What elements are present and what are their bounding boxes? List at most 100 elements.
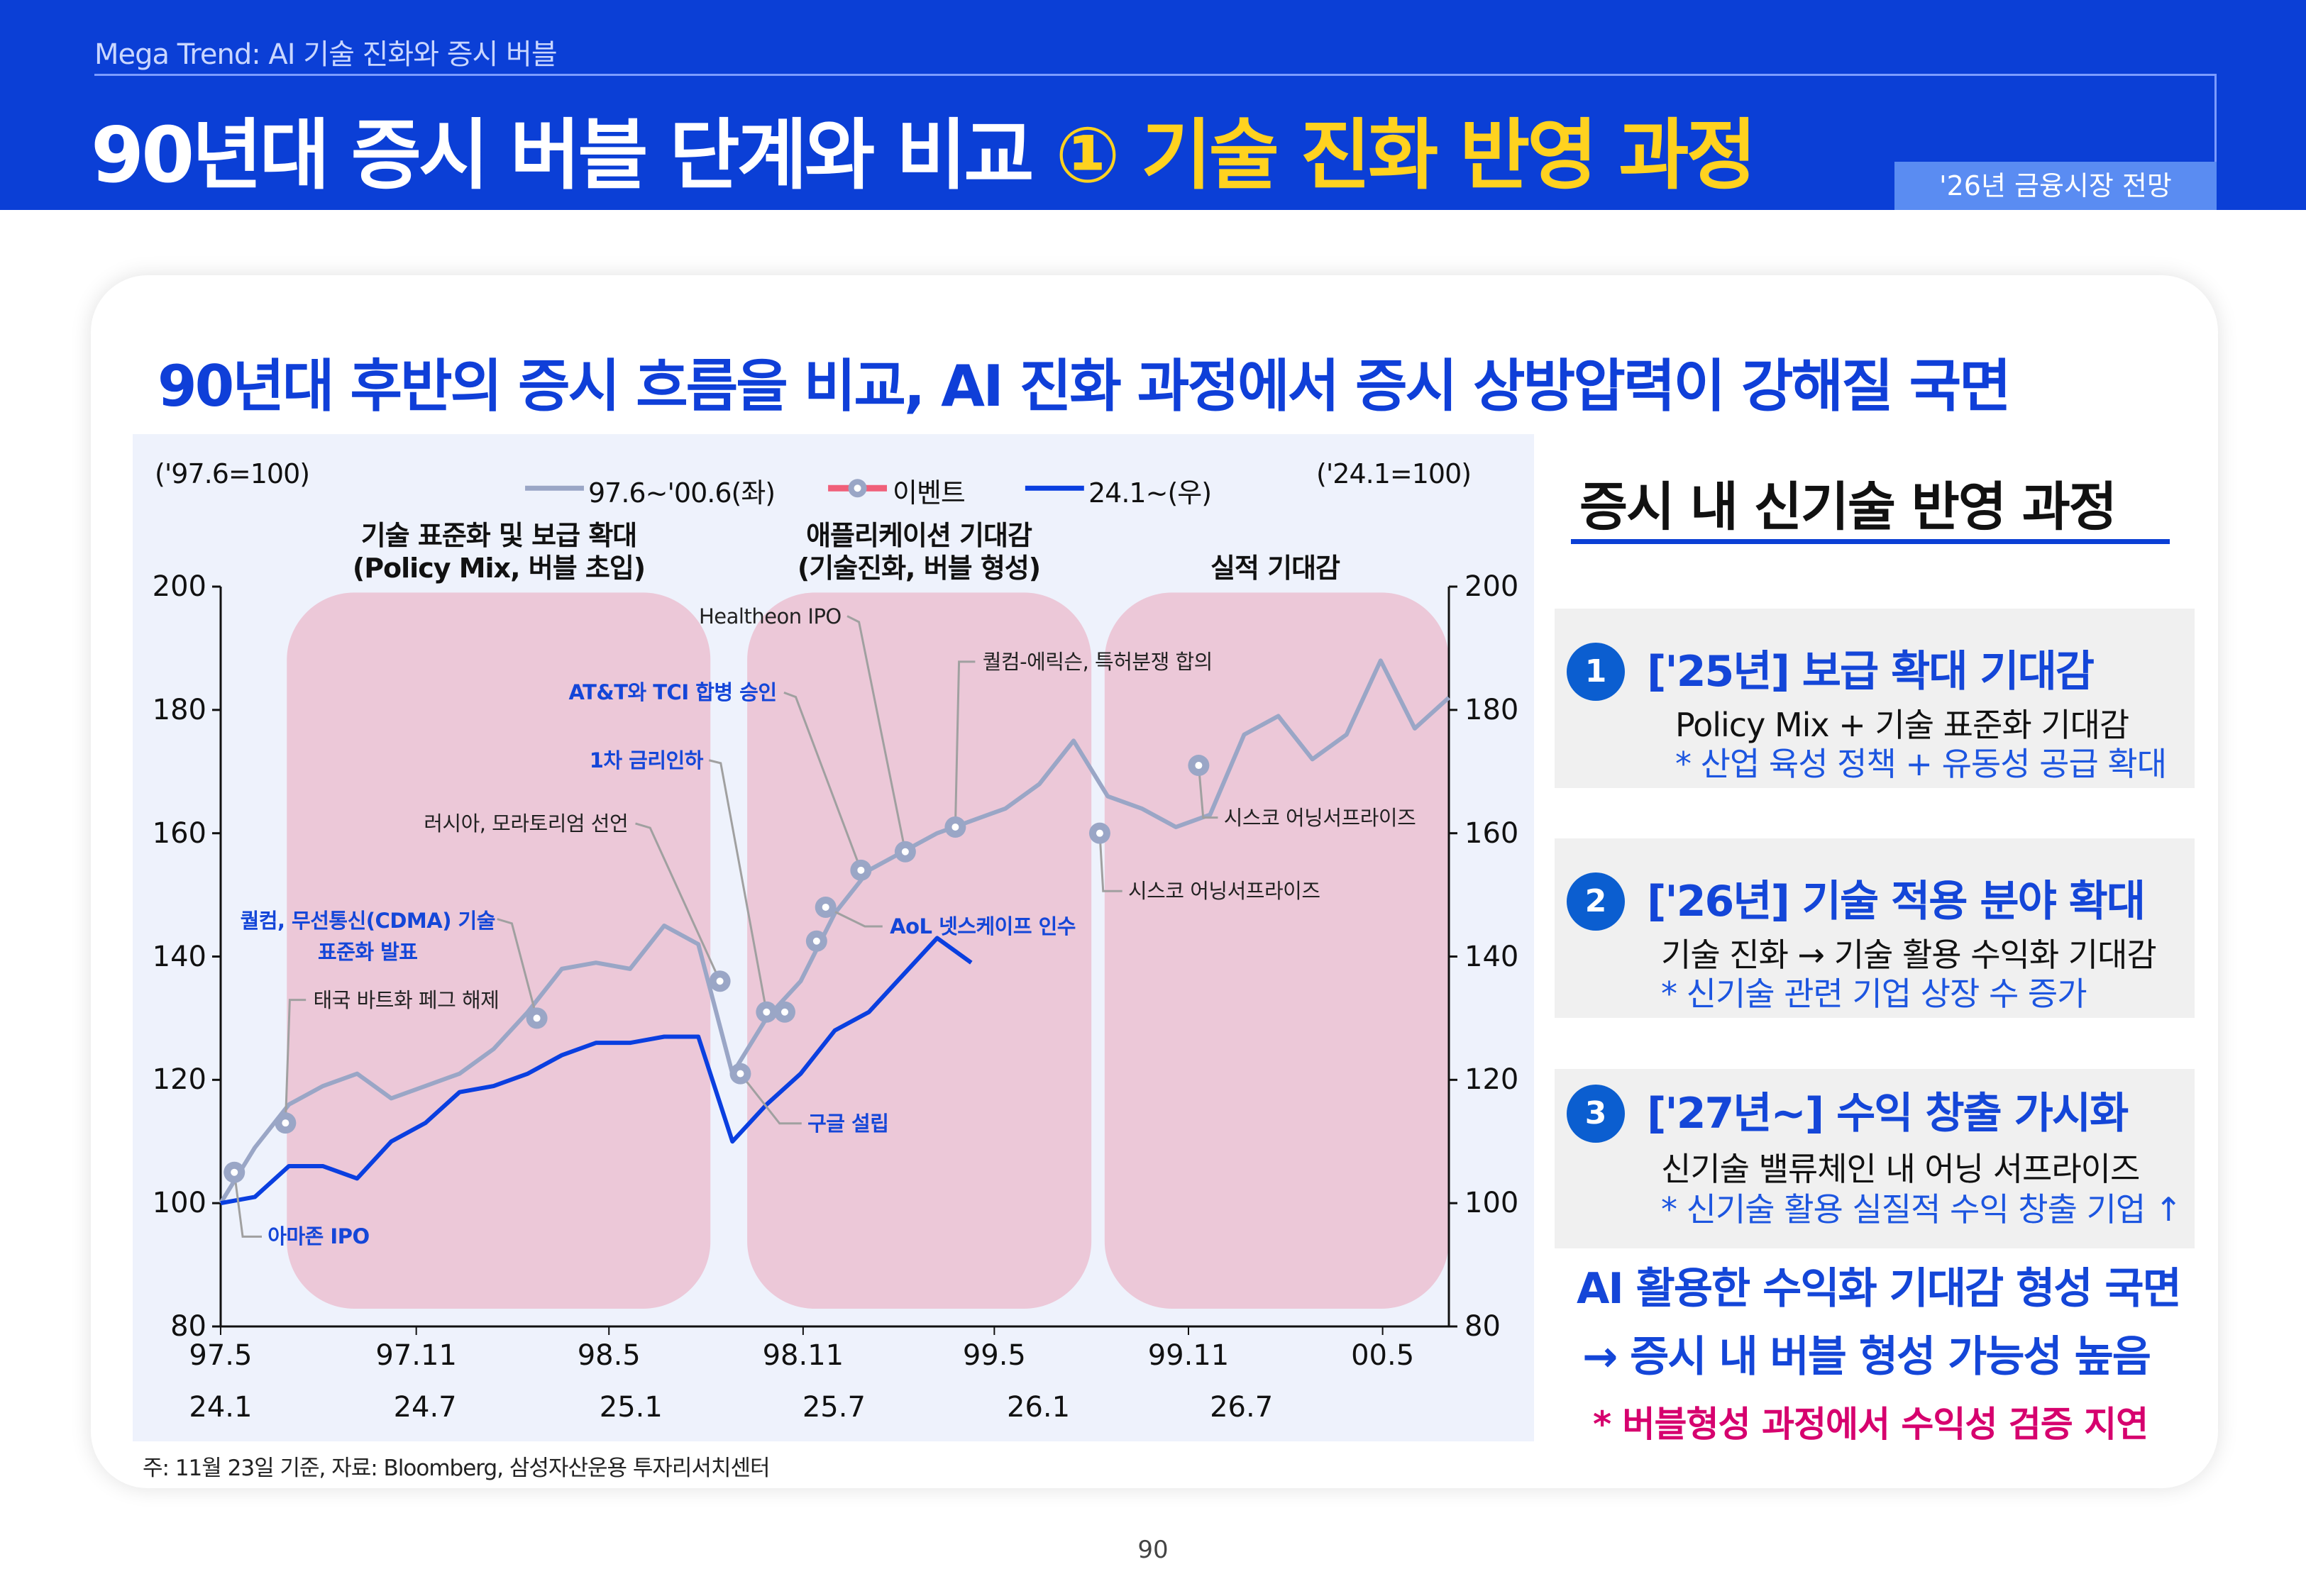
headline: 90년대 후반의 증시 흐름을 비교, AI 진화 과정에서 증시 상방압력이 … [158, 353, 2012, 419]
event-label: Healtheon IPO [699, 602, 842, 631]
phase-3-line2: 실적 기대감 [1210, 553, 1340, 584]
event-label-line: AT&T와 TCI 합병 승인 [568, 680, 777, 705]
event-label-line: 러시아, 모라토리엄 선언 [424, 811, 629, 836]
phase-3-title: 실적 기대감 [1210, 552, 1340, 584]
left-y-tick-label: 200 [152, 570, 206, 603]
phase-2-title: 애플리케이션 기대감 (기술진화, 버블 형성) [797, 519, 1041, 584]
event-label: 퀄컴-에릭슨, 특허분쟁 합의 [983, 648, 1213, 676]
x-tick-label-bottom: 26.7 [1210, 1390, 1274, 1424]
event-marker-center [822, 903, 829, 911]
page-title: 90년대 증시 버블 단계와 비교 ① 기술 진화 반영 과정 [91, 94, 1757, 204]
step-description: 신기술 밸류체인 내 어닝 서프라이즈 [1661, 1150, 2140, 1188]
step-note: * 산업 육성 정책 + 유동성 공급 확대 [1675, 745, 2167, 783]
step-title: ['27년~] 수익 창출 가시화 [1647, 1089, 2129, 1138]
event-label-line: 태국 바트화 페그 해제 [313, 987, 500, 1012]
left-y-tick-label: 140 [152, 940, 206, 973]
phase-1-line1: 기술 표준화 및 보급 확대 [360, 520, 638, 551]
event-marker-center [231, 1168, 238, 1176]
phase-region-2 [747, 592, 1092, 1309]
right-y-tick-label: 160 [1464, 816, 1519, 850]
step-number-badge: 1 [1567, 643, 1625, 701]
event-label-line: AoL 넷스케이프 인수 [890, 914, 1076, 938]
event-label-line: 구글 설립 [807, 1111, 889, 1136]
event-label-line: 아마존 IPO [267, 1224, 370, 1249]
right-y-tick-label: 140 [1464, 940, 1519, 973]
event-marker-center [901, 848, 909, 855]
left-y-tick-label: 80 [170, 1310, 206, 1343]
chart-panel: ('97.6=100) ('24.1=100) 97.6~'00.6(좌) 이벤… [133, 434, 1534, 1441]
event-label: 구글 설립 [807, 1109, 889, 1138]
event-marker-center [1195, 762, 1203, 770]
left-axis-note: ('97.6=100) [155, 458, 310, 489]
event-leader-line [708, 759, 768, 1012]
right-y-tick-label: 120 [1464, 1063, 1519, 1097]
conclusion-line-1: AI 활용한 수익화 기대감 형성 국면 [1577, 1264, 2182, 1314]
x-tick-label-top: 98.5 [577, 1339, 641, 1373]
right-y-tick-label: 80 [1464, 1310, 1501, 1343]
header-bar: Mega Trend: AI 기술 진화와 증시 버블 90년대 증시 버블 단… [0, 0, 2306, 210]
event-marker-center [533, 1014, 541, 1022]
left-y-tick-label: 180 [152, 693, 206, 726]
page-title-highlight: ① 기술 진화 반영 과정 [1055, 111, 1757, 200]
x-tick-label-top: 99.5 [962, 1339, 1026, 1373]
event-marker-center [1096, 829, 1103, 837]
header-divider [94, 74, 2216, 76]
event-leader-line [284, 999, 307, 1124]
event-label-line: 1차 금리인하 [589, 748, 704, 772]
event-leader-line [825, 906, 883, 928]
phase-2-line1: 애플리케이션 기대감 [806, 520, 1032, 551]
event-label-line: 시스코 어닝서프라이즈 [1223, 805, 1416, 830]
footnote: 주: 11월 23일 기준, 자료: Bloomberg, 삼성자산운용 투자리… [143, 1456, 771, 1481]
page-title-main: 90년대 증시 버블 단계와 비교 [91, 111, 1056, 200]
event-leader-line [1098, 833, 1122, 892]
event-marker-center [951, 823, 959, 831]
x-tick-label-bottom: 25.1 [599, 1390, 663, 1424]
event-label: 태국 바트화 페그 해제 [314, 986, 500, 1014]
event-label: 1차 금리인하 [589, 746, 704, 775]
step-description: 기술 진화 → 기술 활용 수익화 기대감 [1661, 936, 2157, 974]
event-label-line: 퀄컴, 무선통신(CDMA) 기술 [240, 908, 496, 933]
x-tick-label-bottom: 24.1 [189, 1390, 253, 1424]
left-y-tick-label: 120 [152, 1063, 206, 1097]
phase-1-line2: (Policy Mix, 버블 초입) [352, 553, 646, 584]
right-y-tick-label: 200 [1464, 570, 1519, 603]
event-label-line: 표준화 발표 [317, 939, 418, 964]
right-axis-note: ('24.1=100) [1316, 458, 1472, 489]
event-label: AT&T와 TCI 합병 승인 [568, 678, 777, 706]
x-tick-label-bottom: 24.7 [393, 1390, 457, 1424]
step-card-3: 3 ['27년~] 수익 창출 가시화 신기술 밸류체인 내 어닝 서프라이즈 … [1555, 1069, 2195, 1248]
report-tag: '26년 금융시장 전망 [1894, 162, 2217, 210]
x-tick-label-top: 98.11 [762, 1339, 844, 1373]
phase-1-title: 기술 표준화 및 보급 확대 (Policy Mix, 버블 초입) [352, 519, 646, 584]
event-leader-line [635, 822, 721, 982]
x-tick-label-top: 97.5 [189, 1339, 253, 1373]
event-label: 러시아, 모라토리엄 선언 [424, 809, 628, 838]
step-note: * 신기술 활용 실질적 수익 창출 기업 ↑ [1661, 1190, 2182, 1229]
event-label: 아마존 IPO [267, 1222, 370, 1251]
event-leader-line [846, 615, 907, 853]
header-subtitle: Mega Trend: AI 기술 진화와 증시 버블 [94, 38, 558, 71]
event-label: 시스코 어닝서프라이즈 [1128, 877, 1320, 905]
x-tick-label-top: 99.11 [1147, 1339, 1230, 1373]
event-leader-line [233, 1172, 262, 1238]
header-divider-vertical [2214, 74, 2217, 162]
event-marker-center [857, 866, 865, 874]
legend-events-label: 이벤트 [893, 477, 966, 509]
page-number: 90 [1137, 1536, 1169, 1564]
step-number-badge: 2 [1567, 872, 1625, 931]
event-leader-line [783, 691, 862, 871]
event-leader-line [954, 660, 976, 828]
side-panel-title: 증시 내 신기술 반영 과정 [1579, 477, 2117, 538]
x-tick-label-top: 00.5 [1351, 1339, 1415, 1373]
left-y-tick-label: 100 [152, 1187, 206, 1220]
step-description: Policy Mix + 기술 표준화 기대감 [1675, 706, 2129, 744]
event-label-line: 퀄컴-에릭슨, 특허분쟁 합의 [982, 649, 1213, 674]
step-note: * 신기술 관련 기업 상장 수 증가 [1661, 975, 2087, 1013]
conclusion-line-2: → 증시 내 버블 형성 가능성 높음 [1582, 1332, 2151, 1382]
line-chart [212, 479, 1457, 1335]
event-label-line: Healtheon IPO [698, 604, 842, 628]
right-y-tick-label: 180 [1464, 693, 1519, 726]
phase-2-line2: (기술진화, 버블 형성) [797, 553, 1041, 584]
event-leader-line [1197, 765, 1218, 819]
